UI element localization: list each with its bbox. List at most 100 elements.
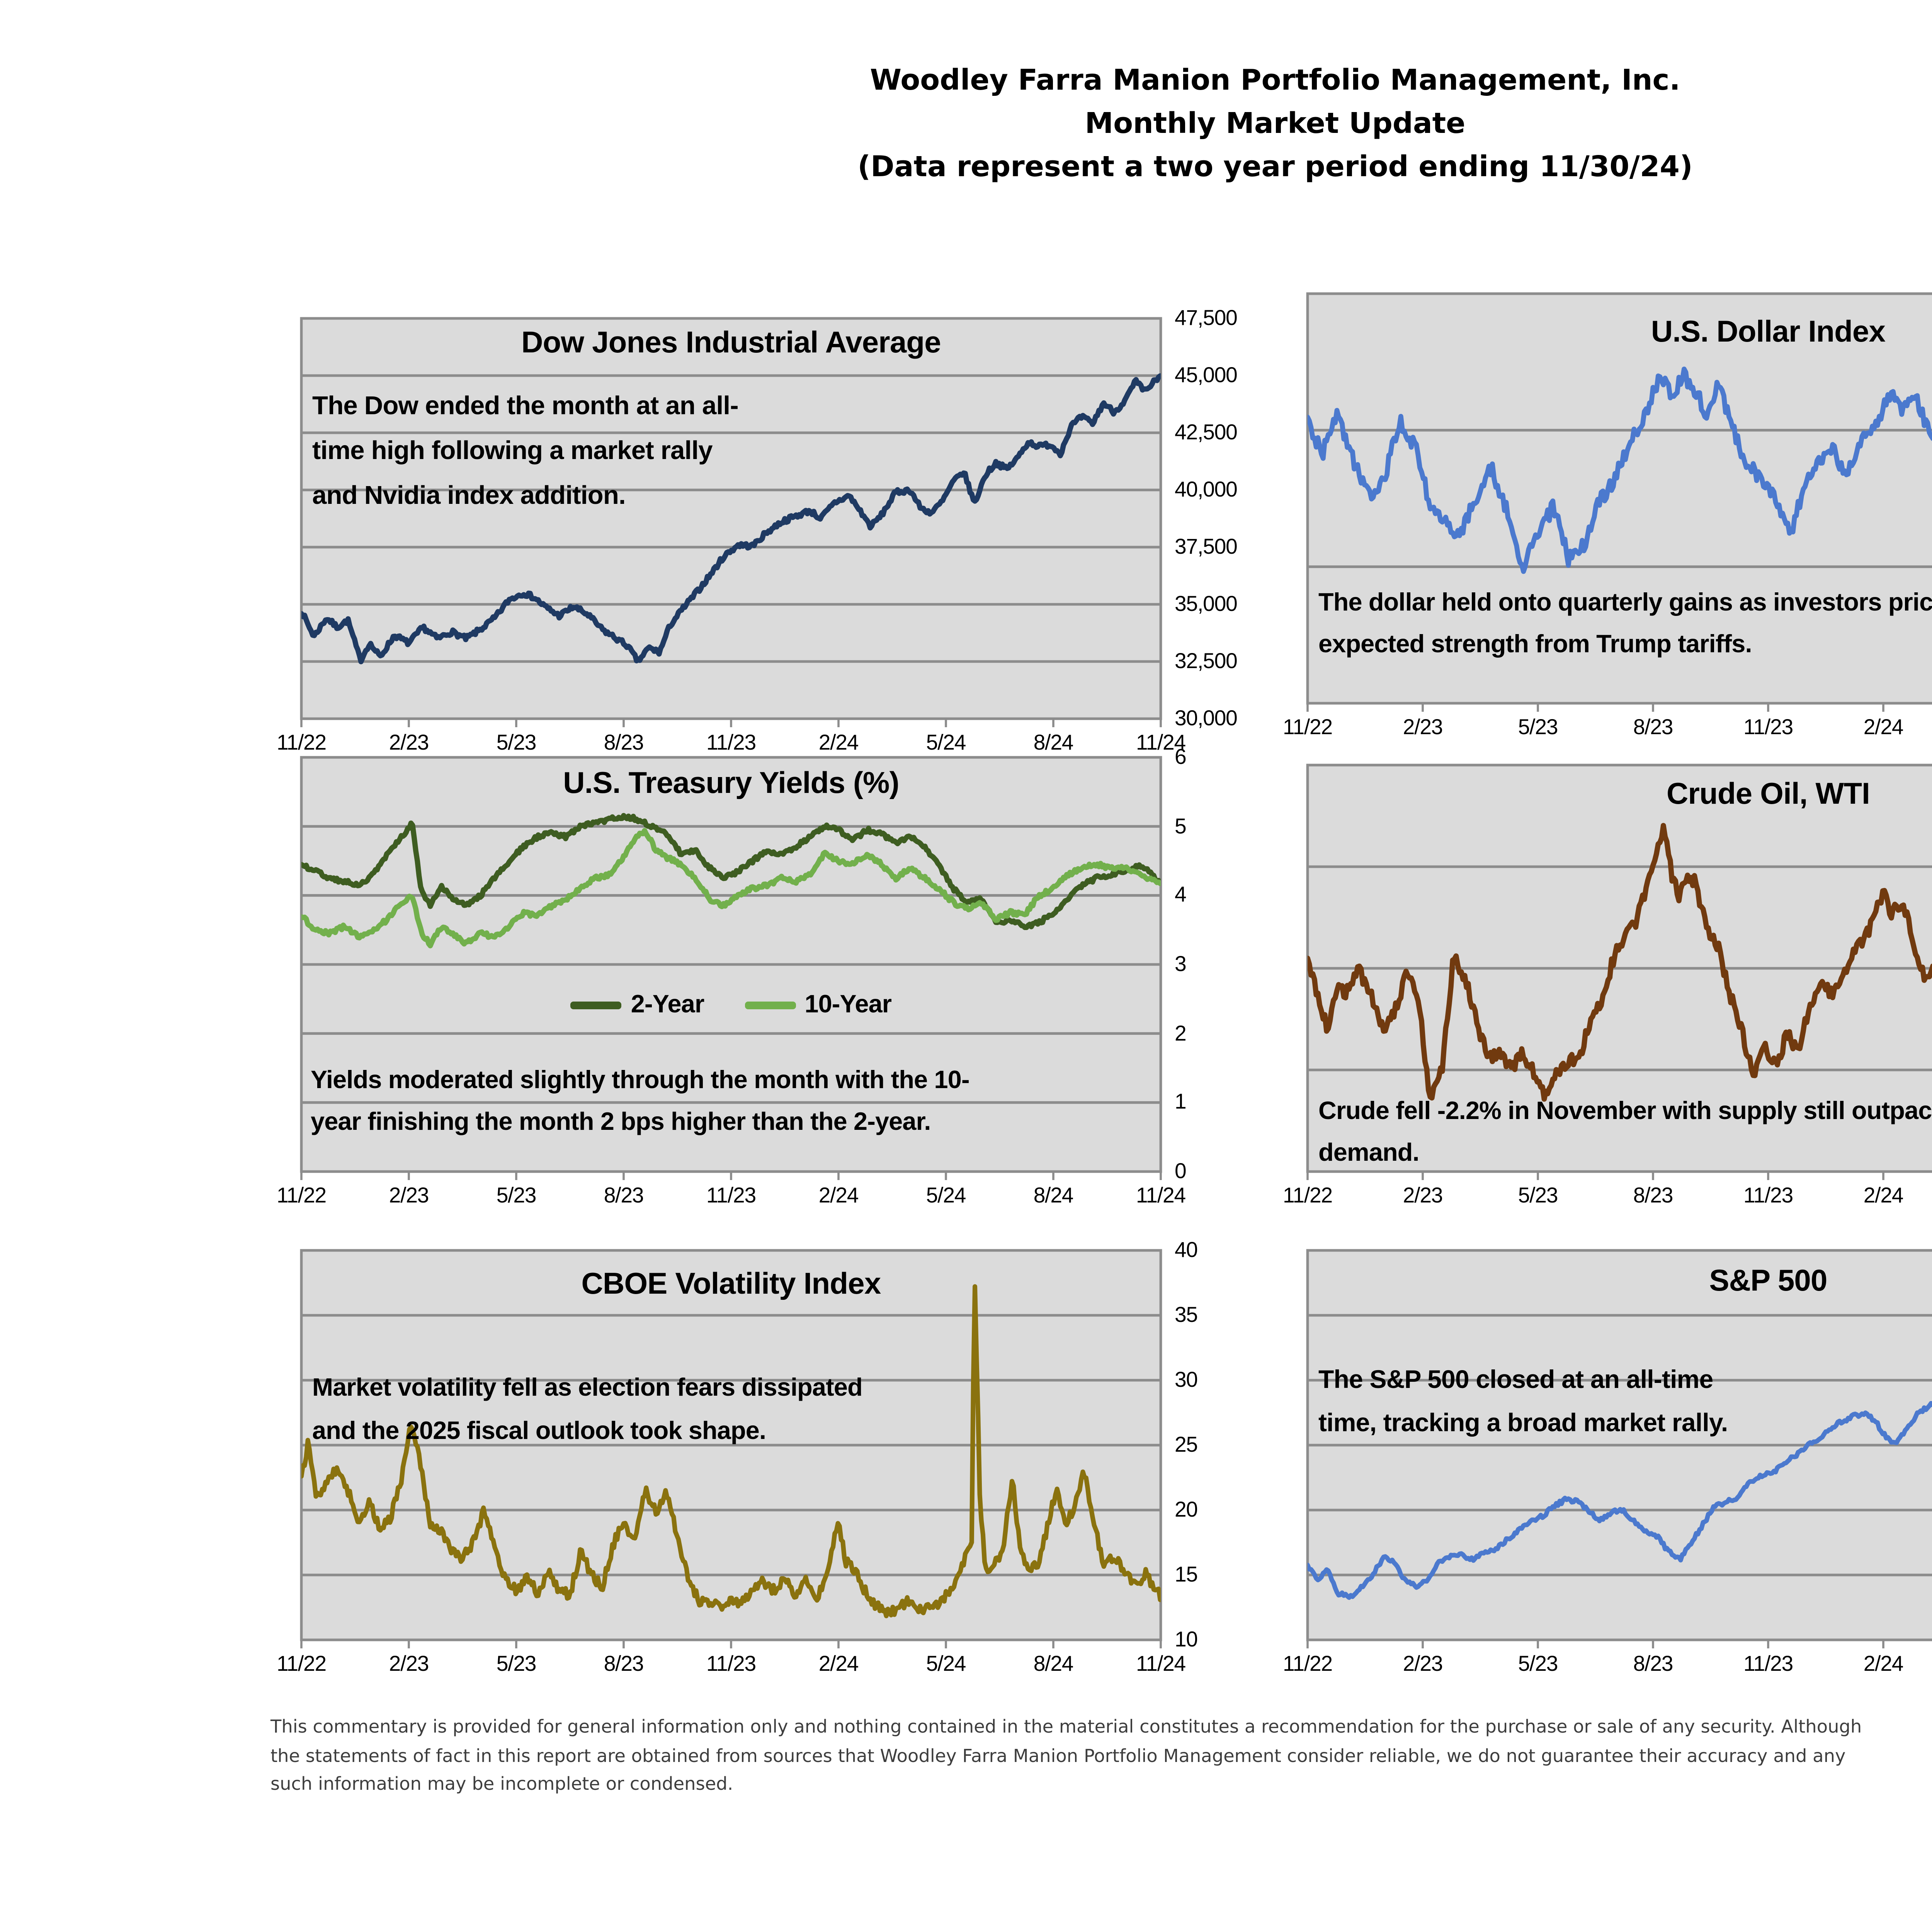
treasury-y-tick-label: 3 [1175, 952, 1187, 976]
dow-plot [300, 317, 1162, 727]
report-title-line-1: Woodley Farra Manion Portfolio Managemen… [870, 65, 1680, 97]
dollar-annotation-line: The dollar held onto quarterly gains as … [1318, 589, 1932, 617]
dow-y-tick-label: 45,000 [1175, 363, 1238, 387]
dow-x-tick-label: 11/24 [1136, 731, 1186, 754]
legend-item-2-year: 2-Year [570, 991, 704, 1020]
dollar-x-tick-label: 2/24 [1863, 716, 1904, 739]
dow-annotation-line: and Nvidia index addition. [312, 481, 626, 510]
disclaimer-line: such information may be incomplete or co… [270, 1773, 733, 1795]
treasury-x-tick-label: 8/24 [1033, 1184, 1074, 1207]
crude-plot [1306, 764, 1932, 1180]
treasury-plot [300, 756, 1162, 1180]
cboe-plot [300, 1249, 1162, 1648]
cboe-x-tick-label: 8/24 [1033, 1652, 1074, 1675]
treasury-annotation-line: year finishing the month 2 bps higher th… [311, 1108, 931, 1136]
cboe-x-tick-label: 5/24 [926, 1652, 966, 1675]
treasury-chart-title: U.S. Treasury Yields (%) [563, 767, 899, 801]
dow-x-tick-label: 2/24 [818, 731, 859, 754]
treasury-x-tick-label: 11/24 [1136, 1184, 1186, 1207]
dollar-plot-area [1306, 292, 1932, 705]
cboe-x-tick-label: 11/23 [706, 1652, 756, 1675]
legend-item-10-year: 10-Year [744, 991, 892, 1020]
sp500-x-tick-label: 2/24 [1863, 1652, 1904, 1675]
dollar-x-tick-label: 11/23 [1743, 716, 1793, 739]
treasury-y-tick-label: 4 [1175, 883, 1187, 907]
crude-annotation-line: Crude fell -2.2% in November with supply… [1318, 1097, 1932, 1125]
dollar-x-tick-label: 5/23 [1518, 716, 1558, 739]
cboe-annotation-line: and the 2025 fiscal outlook took shape. [312, 1417, 766, 1445]
dow-plot-area [300, 317, 1162, 720]
sp500-plot [1306, 1249, 1932, 1648]
cboe-annotation-line: Market volatility fell as election fears… [312, 1374, 863, 1402]
cboe-y-tick-label: 10 [1175, 1628, 1198, 1651]
dow-series-djia [301, 373, 1161, 665]
sp500-annotation-line: The S&P 500 closed at an all-time [1318, 1366, 1713, 1394]
dow-x-tick-label: 11/23 [706, 731, 756, 754]
dollar-annotation: The dollar held onto quarterly gains as … [1318, 583, 1932, 665]
dow-y-tick-label: 47,500 [1175, 306, 1238, 330]
report-title: Woodley Farra Manion Portfolio Managemen… [0, 60, 1932, 190]
treasury-y-tick-label: 2 [1175, 1021, 1187, 1045]
treasury-y-tick-label: 1 [1175, 1090, 1187, 1114]
cboe-y-tick-label: 40 [1175, 1238, 1198, 1262]
report-title-line-3: (Data represent a two year period ending… [857, 151, 1693, 184]
10-year-swatch [744, 1002, 796, 1009]
2-year-label: 2-Year [631, 991, 704, 1019]
dow-x-tick-label: 5/24 [926, 731, 966, 754]
disclaimer-line: This commentary is provided for general … [270, 1716, 1862, 1737]
dow-x-tick-label: 2/23 [389, 731, 429, 754]
treasury-y-tick-label: 5 [1175, 814, 1187, 838]
dow-annotation-line: The Dow ended the month at an all- [312, 391, 739, 420]
dollar-chart-title: U.S. Dollar Index [1651, 315, 1886, 349]
crude-annotation-line: demand. [1318, 1139, 1419, 1167]
2-year-swatch [570, 1002, 622, 1009]
cboe-y-tick-label: 30 [1175, 1368, 1198, 1391]
dollar-x-tick-label: 11/22 [1282, 716, 1333, 739]
dow-x-tick-label: 11/22 [276, 731, 327, 754]
sp500-x-tick-label: 11/22 [1282, 1652, 1333, 1675]
dollar-annotation-line: expected strength from Trump tariffs. [1318, 630, 1752, 658]
treasury-series-10-year [301, 828, 1161, 949]
dow-y-tick-label: 37,500 [1175, 535, 1238, 558]
cboe-y-tick-label: 35 [1175, 1303, 1198, 1327]
crude-x-tick-label: 11/22 [1282, 1184, 1333, 1207]
dollar-plot [1306, 292, 1932, 712]
sp500-annotation: The S&P 500 closed at an all-time time, … [1318, 1359, 1728, 1445]
treasury-series-2-year [301, 813, 1161, 930]
report-title-line-2: Monthly Market Update [1085, 108, 1466, 141]
cboe-x-tick-label: 2/23 [389, 1652, 429, 1675]
crude-x-tick-label: 5/23 [1518, 1184, 1558, 1207]
cboe-y-tick-label: 25 [1175, 1433, 1198, 1456]
dollar-x-tick-label: 2/23 [1403, 716, 1443, 739]
cboe-x-tick-label: 11/22 [276, 1652, 327, 1675]
crude-x-tick-label: 11/23 [1743, 1184, 1793, 1207]
treasury-x-tick-label: 2/24 [818, 1184, 859, 1207]
dow-annotation-line: time high following a market rally [312, 436, 713, 465]
cboe-annotation: Market volatility fell as election fears… [312, 1366, 863, 1453]
dow-y-tick-label: 40,000 [1175, 478, 1238, 501]
sp500-x-tick-label: 2/23 [1403, 1652, 1443, 1675]
dow-y-tick-label: 30,000 [1175, 706, 1238, 730]
disclaimer-line: the statements of fact in this report ar… [270, 1744, 1846, 1766]
treasury-y-tick-label: 0 [1175, 1159, 1187, 1183]
treasury-x-tick-label: 2/23 [389, 1184, 429, 1207]
treasury-x-tick-label: 8/23 [604, 1184, 644, 1207]
dow-chart-title: Dow Jones Industrial Average [521, 326, 941, 360]
dow-y-tick-label: 32,500 [1175, 649, 1238, 673]
dow-annotation: The Dow ended the month at an all- time … [312, 383, 739, 518]
treasury-y-tick-label: 6 [1175, 745, 1187, 769]
10-year-label: 10-Year [804, 991, 892, 1019]
sp500-chart-title: S&P 500 [1709, 1264, 1827, 1298]
dollar-x-tick-label: 8/23 [1633, 716, 1673, 739]
cboe-series-vix [301, 1284, 1161, 1619]
disclaimer: This commentary is provided for general … [270, 1713, 1932, 1799]
sp500-series-s-p-500 [1308, 1401, 1932, 1600]
dow-x-tick-label: 5/23 [496, 731, 537, 754]
dollar-series-u-s-dollar-index [1308, 366, 1932, 574]
crude-chart-title: Crude Oil, WTI [1666, 777, 1870, 811]
crude-annotation: Crude fell -2.2% in November with supply… [1318, 1091, 1932, 1175]
treasury-annotation: Yields moderated slightly through the mo… [311, 1060, 970, 1144]
treasury-x-tick-label: 5/24 [926, 1184, 966, 1207]
sp500-x-tick-label: 8/23 [1633, 1652, 1673, 1675]
treasury-x-tick-label: 5/23 [496, 1184, 537, 1207]
